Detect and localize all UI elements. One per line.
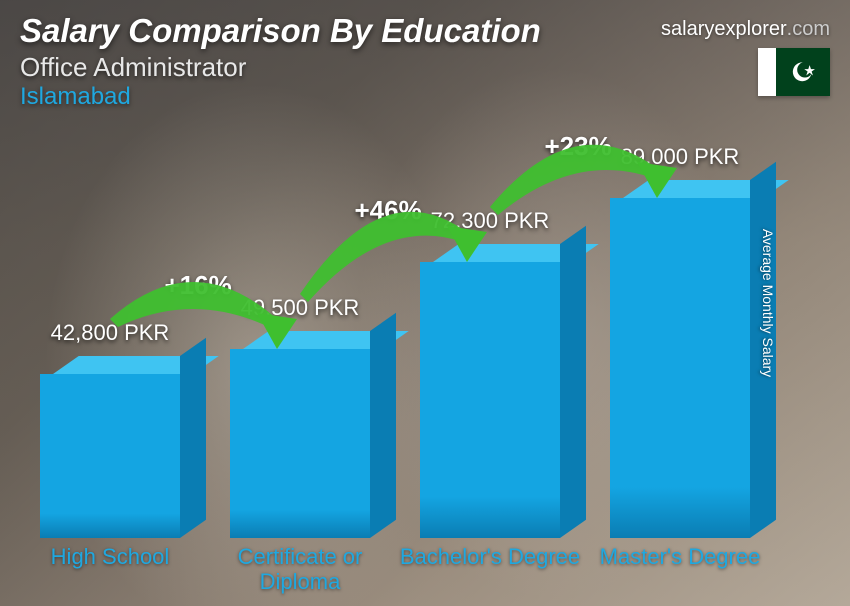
flag-white-stripe (758, 48, 776, 96)
chart-subtitle: Office Administrator (20, 52, 830, 83)
flag-green-field (776, 48, 830, 96)
chart-location: Islamabad (20, 83, 830, 111)
flag-crescent-star-icon (784, 55, 822, 89)
brand-name: salaryexplorer (661, 18, 787, 40)
country-flag-pakistan (758, 48, 830, 96)
brand-watermark: salaryexplorer.com (661, 18, 830, 41)
jump-arrow-2 (40, 56, 840, 586)
brand-suffix: .com (787, 18, 830, 40)
bar-chart: 42,800 PKRHigh School49,500 PKRCertifica… (40, 56, 795, 586)
y-axis-label: Average Monthly Salary (760, 229, 776, 377)
